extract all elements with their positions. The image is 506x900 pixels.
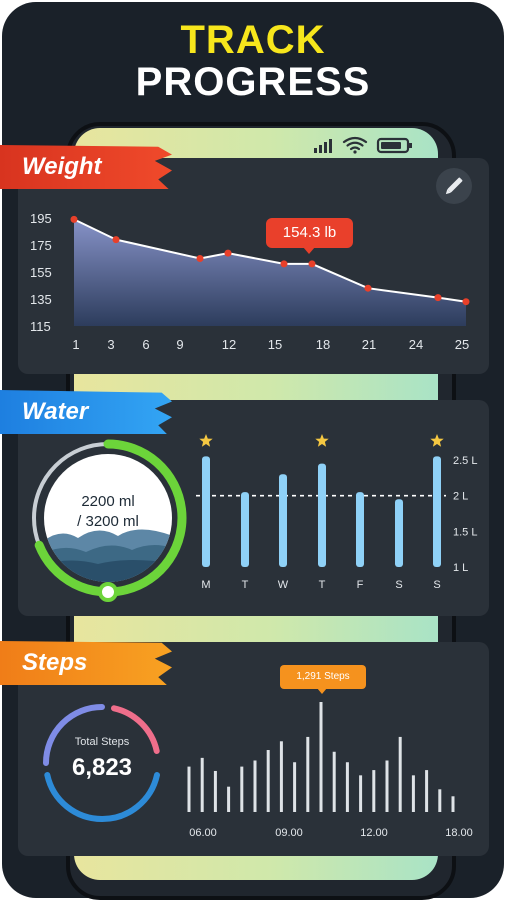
water-ring-value-line2: / 3200 ml bbox=[77, 513, 139, 530]
water-ring-handle[interactable] bbox=[98, 582, 118, 602]
weight-card bbox=[18, 158, 489, 374]
hero-title-line1: TRACK bbox=[180, 18, 326, 62]
steps-tooltip-label: 1,291 Steps bbox=[296, 671, 350, 682]
battery-icon bbox=[376, 137, 412, 154]
steps-ring-segment-3 bbox=[44, 772, 160, 823]
weight-tooltip-label: 154.3 lb bbox=[282, 224, 337, 241]
steps-ring-segment-1 bbox=[43, 704, 105, 766]
water-ring-progress bbox=[34, 439, 187, 597]
status-bar bbox=[314, 136, 412, 154]
steps-total: Total Steps 6,823 bbox=[52, 736, 152, 782]
water-ring bbox=[32, 439, 187, 602]
signal-icon bbox=[314, 139, 332, 153]
hero-title-line2: PROGRESS bbox=[135, 60, 371, 104]
pencil-icon bbox=[445, 177, 463, 195]
steps-title: Steps bbox=[0, 641, 172, 685]
edit-weight-button[interactable] bbox=[436, 168, 472, 204]
wifi-icon bbox=[342, 136, 368, 154]
weight-tooltip-arrow bbox=[303, 247, 315, 254]
water-title: Water bbox=[0, 390, 172, 434]
steps-total-value: 6,823 bbox=[71, 754, 133, 781]
weight-title: Weight bbox=[0, 145, 172, 189]
water-ring-value: 2200 ml / 3200 ml bbox=[52, 492, 164, 532]
water-ring-value-line1: 2200 ml bbox=[81, 493, 135, 510]
steps-ring-segment-2 bbox=[111, 705, 160, 754]
steps-tooltip-arrow bbox=[317, 688, 327, 694]
steps-tooltip: 1,291 Steps bbox=[280, 665, 366, 689]
weight-tooltip: 154.3 lb bbox=[266, 218, 353, 248]
steps-ring bbox=[43, 704, 160, 823]
steps-total-label: Total Steps bbox=[74, 736, 130, 748]
